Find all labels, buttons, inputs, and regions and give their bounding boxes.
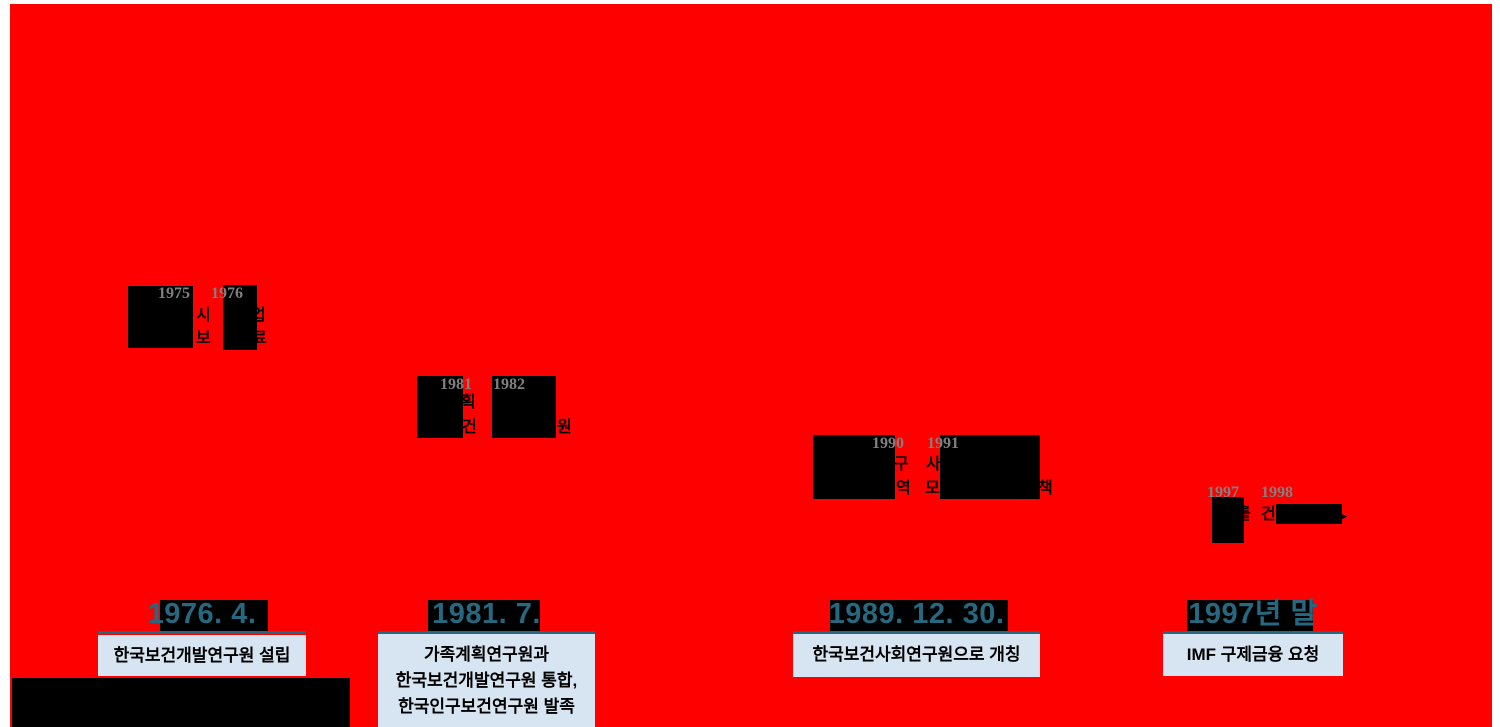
event-label-box-1981: 가족계획연구원과 한국보건개발연구원 통합, 한국인구보건연구원 발족 (378, 633, 595, 727)
event-label-text: 한국보건사회연구원으로 개칭 (812, 645, 1021, 664)
photo-1991 (940, 435, 1040, 499)
photo-1982 (492, 376, 556, 438)
caption-fragment: 료 (252, 330, 267, 347)
event-label-text: 한국보건개발연구원 설립 (113, 645, 291, 665)
photo-year-1991: 1991 (927, 435, 959, 452)
caption-fragment: 업 (251, 307, 266, 324)
photo-1998 (1276, 504, 1342, 524)
date-strip (160, 600, 268, 634)
caption-fragment: 구 (894, 456, 909, 473)
photo-year-1990: 1990 (872, 435, 904, 452)
event-label-text: IMF 구제금융 요청 (1186, 645, 1320, 664)
event-label-box-1989: 한국보건사회연구원으로 개칭 (793, 633, 1040, 677)
date-heading-1981[interactable]: 1981. 7. (378, 598, 595, 634)
caption-fragment: 보 (196, 330, 211, 347)
right-arrow-icon: ➤ (1333, 507, 1348, 526)
caption-fragment: 건 (462, 419, 477, 436)
event-label-box-1976: 한국보건개발연구원 설립 (98, 635, 306, 676)
date-strip (830, 600, 1008, 634)
caption-fragment: 사 (926, 456, 941, 473)
caption-fragment: 원 (557, 419, 572, 436)
date-strip (1187, 600, 1313, 634)
photo-1976 (223, 285, 257, 350)
event-label-text: 한국인구보건연구원 발족 (398, 697, 575, 716)
photo-1997 (1212, 497, 1244, 543)
date-heading-1997[interactable]: 1997년 말 (1163, 598, 1343, 634)
date-heading-1976[interactable]: 1976. 4. (98, 598, 306, 634)
caption-fragment: 건 (1261, 506, 1276, 523)
date-strip (428, 600, 540, 634)
photo-1981 (417, 376, 463, 438)
photo-year-1998: 1998 (1261, 484, 1293, 501)
event-label-text: 한국보건개발연구원 통합, (395, 671, 578, 690)
photo-year-1975: 1975 (158, 285, 190, 302)
caption-fragment: 시 (196, 307, 211, 324)
photo-year-1997: 1997 (1207, 484, 1239, 501)
caption-fragment: 획 (461, 394, 476, 411)
redaction-block (12, 678, 350, 727)
photo-year-1981: 1981 (440, 376, 472, 393)
event-label-text: 가족계획연구원과 (423, 645, 550, 664)
caption-fragment: 모 (925, 480, 940, 497)
event-label-box-1997: IMF 구제금융 요청 (1163, 634, 1343, 676)
photo-year-1982: 1982 (493, 376, 525, 393)
photo-1975 (128, 286, 193, 348)
photo-year-1976: 1976 (211, 285, 243, 302)
caption-fragment: 역 (896, 480, 911, 497)
caption-fragment: 책 (1038, 480, 1053, 497)
photo-1990 (813, 435, 895, 499)
date-heading-1989[interactable]: 1989. 12. 30. (793, 598, 1040, 634)
